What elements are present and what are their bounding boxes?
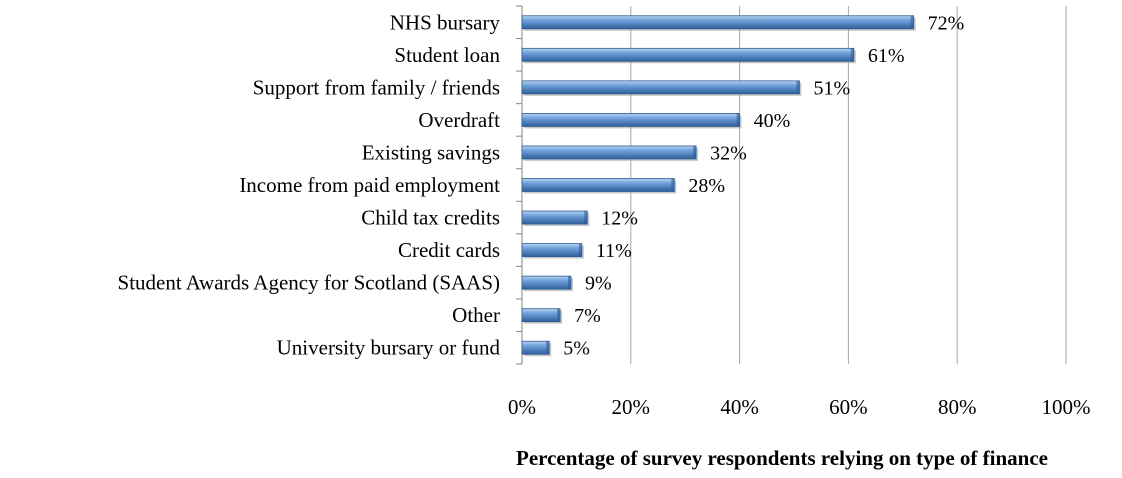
category-label: University bursary or fund [277, 336, 501, 360]
bar-end-cap [546, 341, 550, 355]
bars [521, 15, 916, 357]
x-tick-label: 60% [829, 395, 868, 419]
category-label: NHS bursary [390, 10, 501, 34]
bar-end-cap [671, 178, 675, 192]
x-axis-title: Percentage of survey respondents relying… [516, 446, 1048, 470]
bar [521, 80, 800, 95]
bar-end-cap [584, 211, 588, 225]
data-label: 40% [754, 110, 791, 132]
bar [521, 308, 561, 323]
bar-end-cap [910, 15, 914, 29]
category-label: Child tax credits [361, 206, 500, 230]
data-label: 51% [813, 77, 850, 99]
category-label: Student loan [394, 43, 500, 67]
x-tick-label: 0% [508, 395, 536, 419]
category-label: Student Awards Agency for Scotland (SAAS… [118, 271, 500, 295]
category-label: Overdraft [418, 108, 500, 132]
category-label: Credit cards [398, 238, 500, 262]
data-label: 32% [710, 142, 747, 164]
bar [521, 47, 855, 62]
bar [521, 145, 697, 160]
x-tick-label: 80% [938, 395, 977, 419]
data-label: 72% [928, 12, 965, 34]
data-label: 12% [601, 208, 638, 230]
bar-end-cap [557, 308, 561, 322]
x-tick-label: 40% [720, 395, 759, 419]
bar-end-cap [567, 276, 571, 290]
data-label: 28% [688, 175, 725, 197]
bar [521, 113, 741, 127]
data-label: 7% [574, 305, 601, 327]
bar [521, 210, 588, 225]
category-label: Support from family / friends [253, 75, 500, 99]
data-label: 5% [563, 338, 590, 360]
data-label: 61% [868, 45, 905, 67]
bar-end-cap [736, 113, 740, 127]
category-label: Income from paid employment [239, 173, 500, 197]
bar [521, 178, 675, 192]
category-label: Existing savings [362, 140, 500, 164]
bar-end-cap [850, 48, 854, 62]
bar-end-cap [796, 80, 800, 94]
bar [521, 275, 572, 290]
x-tick-label: 100% [1042, 395, 1091, 419]
x-tick-label: 20% [612, 395, 651, 419]
bar [521, 243, 583, 257]
bar [521, 340, 550, 355]
bar-end-cap [693, 145, 697, 159]
labels: 0% 20% 40% 60% 80% 100% NHS bursary 72% Student … [118, 10, 1091, 419]
bar-end-cap [578, 243, 582, 257]
axes [516, 5, 523, 365]
bar [521, 15, 915, 30]
data-label: 9% [585, 273, 612, 295]
category-label: Other [452, 303, 500, 327]
gridlines [630, 6, 1067, 364]
data-label: 11% [596, 240, 632, 262]
